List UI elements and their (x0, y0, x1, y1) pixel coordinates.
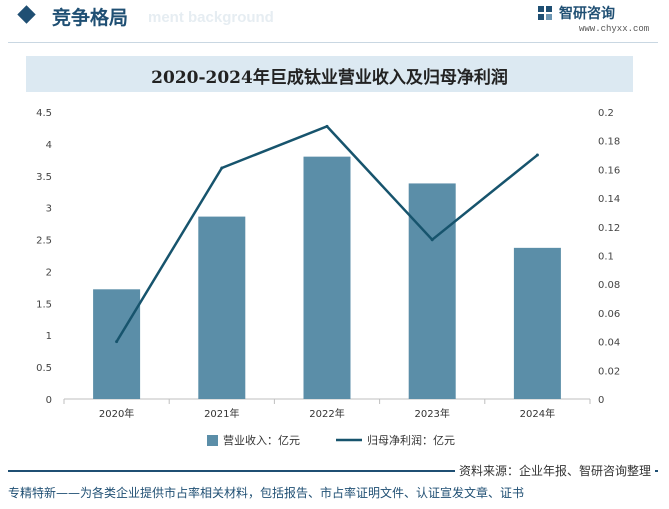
y-left-tick-label: 1 (46, 331, 52, 342)
y-right-tick-label: 0.08 (598, 280, 620, 291)
section-subtitle: ment background (148, 9, 274, 26)
net-profit-point (115, 340, 119, 344)
revenue-bar (198, 216, 246, 399)
brand-logo-icon (538, 6, 552, 20)
x-tick-label: 2022年 (309, 407, 344, 420)
y-left-tick-label: 1.5 (36, 299, 52, 310)
x-tick-label: 2023年 (414, 407, 449, 420)
brand-name: 智研咨询 (559, 6, 615, 22)
section-title: 竞争格局 (52, 7, 129, 29)
y-right-tick-label: 0.2 (598, 108, 614, 119)
legend-bar-swatch (207, 435, 218, 446)
y-left-tick-label: 2 (46, 267, 52, 278)
y-right-tick-label: 0.1 (598, 252, 614, 263)
y-left-tick-label: 0 (46, 395, 52, 406)
y-left-tick-label: 2.5 (36, 236, 52, 247)
brand-url: www.chyxx.com (579, 24, 650, 34)
y-right-tick-label: 0.14 (598, 194, 620, 205)
source-note: 资料来源：企业年报、智研咨询整理 (454, 462, 655, 479)
header-bar: 竞争格局 ment background 智研咨询 www.chyxx.com (0, 0, 669, 34)
net-profit-point (430, 238, 434, 242)
x-tick-label: 2021年 (204, 407, 239, 420)
y-right-tick-label: 0 (598, 395, 604, 406)
revenue-bar (93, 289, 141, 399)
revenue-bar (513, 247, 561, 399)
brand-block[interactable]: 智研咨询 www.chyxx.com (537, 3, 657, 37)
y-left-tick-label: 0.5 (36, 363, 52, 374)
footer-tagline: 专精特新——为各类企业提供市占率相关材料，包括报告、市占率证明文件、认证宣发文章… (8, 486, 525, 500)
x-tick-label: 2024年 (520, 407, 555, 420)
header-divider (8, 42, 658, 43)
chart-title-band: 2020-2024年巨成钛业营业收入及归母净利润 (26, 56, 633, 92)
y-right-tick-label: 0.16 (598, 165, 620, 176)
y-left-tick-label: 3.5 (36, 172, 52, 183)
y-left-tick-label: 4.5 (36, 108, 52, 119)
y-right-tick-label: 0.18 (598, 137, 620, 148)
y-right-tick-label: 0.02 (598, 366, 620, 377)
footer-divider (8, 470, 658, 472)
x-tick-label: 2020年 (99, 407, 134, 420)
legend-bar-label: 营业收入：亿元 (223, 433, 300, 447)
chart-title: 2020-2024年巨成钛业营业收入及归母净利润 (151, 68, 508, 88)
net-profit-point (325, 124, 329, 128)
revenue-bar (303, 156, 351, 399)
net-profit-point (535, 153, 539, 157)
y-left-tick-label: 3 (46, 204, 52, 215)
y-right-tick-label: 0.04 (598, 338, 620, 349)
y-left-tick-label: 4 (46, 140, 52, 151)
y-right-tick-label: 0.12 (598, 223, 620, 234)
revenue-bar (408, 183, 456, 399)
net-profit-point (220, 166, 224, 170)
y-right-tick-label: 0.06 (598, 309, 620, 320)
legend-line-label: 归母净利润：亿元 (367, 433, 455, 447)
